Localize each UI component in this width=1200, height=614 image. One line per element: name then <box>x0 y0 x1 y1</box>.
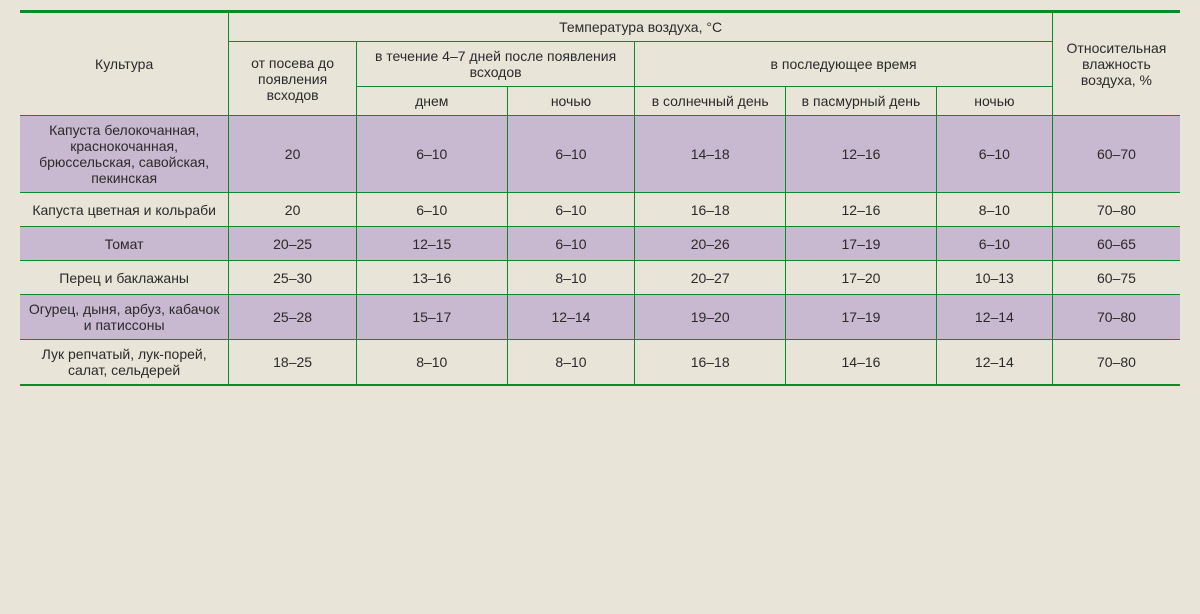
cell-culture: Лук репчатый, лук-порей, салат, сельдере… <box>20 340 229 386</box>
table-row: Томат 20–25 12–15 6–10 20–26 17–19 6–10 … <box>20 227 1180 261</box>
cell-night2: 6–10 <box>936 227 1052 261</box>
cell-night: 12–14 <box>507 295 635 340</box>
cell-sowing: 20 <box>229 116 357 193</box>
cell-culture: Капуста белокочанная, краснокочанная, бр… <box>20 116 229 193</box>
cell-night: 6–10 <box>507 193 635 227</box>
table-row: Капуста цветная и кольраби 20 6–10 6–10 … <box>20 193 1180 227</box>
cell-night2: 10–13 <box>936 261 1052 295</box>
table-head: Культура Температура воздуха, °С Относит… <box>20 12 1180 116</box>
cell-sunny: 20–26 <box>635 227 786 261</box>
col-humidity: Относительная влажность воздуха, % <box>1052 12 1180 116</box>
cell-cloudy: 12–16 <box>786 116 937 193</box>
cell-day: 6–10 <box>356 116 507 193</box>
col-sunny: в солнечный день <box>635 87 786 116</box>
cell-sowing: 18–25 <box>229 340 357 386</box>
cell-night: 8–10 <box>507 261 635 295</box>
cell-day: 8–10 <box>356 340 507 386</box>
cell-sowing: 20 <box>229 193 357 227</box>
col-culture: Культура <box>20 12 229 116</box>
cell-humidity: 70–80 <box>1052 193 1180 227</box>
col-night2: ночью <box>936 87 1052 116</box>
cell-culture: Перец и баклажаны <box>20 261 229 295</box>
cell-humidity: 60–75 <box>1052 261 1180 295</box>
cell-sunny: 20–27 <box>635 261 786 295</box>
cell-cloudy: 17–20 <box>786 261 937 295</box>
cell-culture: Томат <box>20 227 229 261</box>
col-later-group: в последующее время <box>635 42 1053 87</box>
cell-night2: 8–10 <box>936 193 1052 227</box>
table-wrap: Культура Температура воздуха, °С Относит… <box>0 0 1200 396</box>
cell-cloudy: 17–19 <box>786 227 937 261</box>
cell-night: 6–10 <box>507 116 635 193</box>
cell-day: 6–10 <box>356 193 507 227</box>
cell-night2: 12–14 <box>936 295 1052 340</box>
cell-culture: Огурец, дыня, арбуз, кабачок и патиссоны <box>20 295 229 340</box>
cell-day: 15–17 <box>356 295 507 340</box>
table-row: Лук репчатый, лук-порей, салат, сельдере… <box>20 340 1180 386</box>
cell-culture: Капуста цветная и кольраби <box>20 193 229 227</box>
cell-humidity: 70–80 <box>1052 340 1180 386</box>
cell-sunny: 16–18 <box>635 193 786 227</box>
table-row: Огурец, дыня, арбуз, кабачок и патиссоны… <box>20 295 1180 340</box>
col-cloudy: в пасмурный день <box>786 87 937 116</box>
table-body: Капуста белокочанная, краснокочанная, бр… <box>20 116 1180 386</box>
col-after-group: в течение 4–7 дней после появления всход… <box>356 42 634 87</box>
cell-night2: 6–10 <box>936 116 1052 193</box>
cell-night: 6–10 <box>507 227 635 261</box>
cell-night: 8–10 <box>507 340 635 386</box>
cell-sowing: 25–28 <box>229 295 357 340</box>
cell-day: 12–15 <box>356 227 507 261</box>
cell-sowing: 20–25 <box>229 227 357 261</box>
cell-cloudy: 17–19 <box>786 295 937 340</box>
col-day: днем <box>356 87 507 116</box>
cell-cloudy: 12–16 <box>786 193 937 227</box>
cell-sunny: 16–18 <box>635 340 786 386</box>
cell-sunny: 19–20 <box>635 295 786 340</box>
table-row: Перец и баклажаны 25–30 13–16 8–10 20–27… <box>20 261 1180 295</box>
cell-sowing: 25–30 <box>229 261 357 295</box>
cell-humidity: 60–70 <box>1052 116 1180 193</box>
cell-cloudy: 14–16 <box>786 340 937 386</box>
cell-humidity: 60–65 <box>1052 227 1180 261</box>
cell-day: 13–16 <box>356 261 507 295</box>
temperature-table: Культура Температура воздуха, °С Относит… <box>20 10 1180 386</box>
table-row: Капуста белокочанная, краснокочанная, бр… <box>20 116 1180 193</box>
col-sowing: от посева до появления всходов <box>229 42 357 116</box>
cell-night2: 12–14 <box>936 340 1052 386</box>
col-night: ночью <box>507 87 635 116</box>
cell-sunny: 14–18 <box>635 116 786 193</box>
cell-humidity: 70–80 <box>1052 295 1180 340</box>
col-temp-group: Температура воздуха, °С <box>229 12 1053 42</box>
